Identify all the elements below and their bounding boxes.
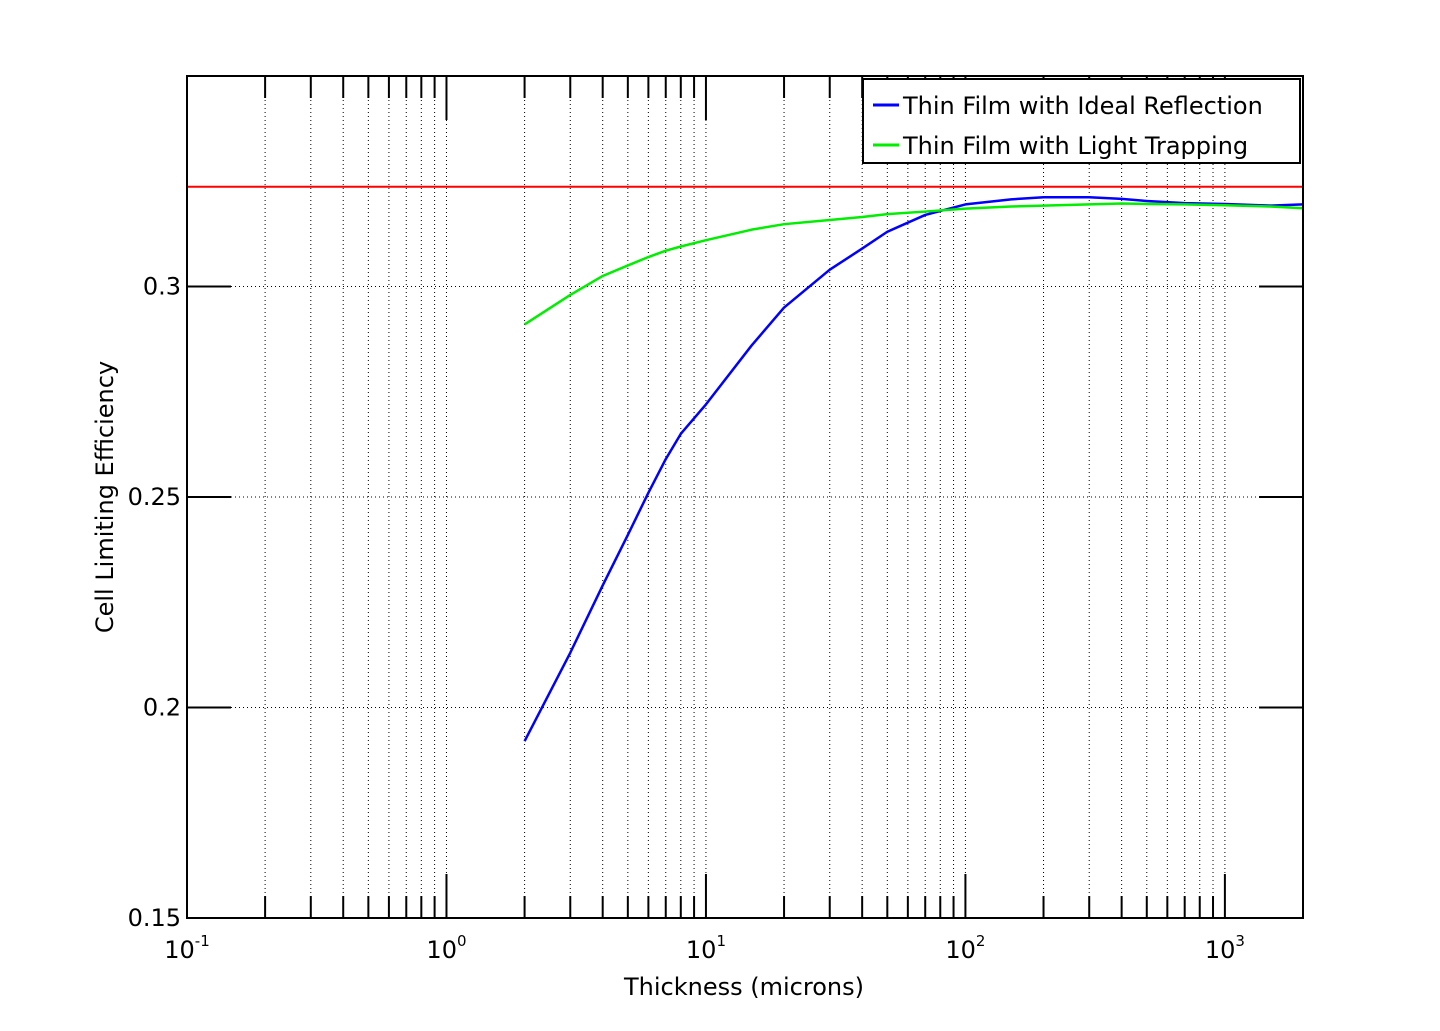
x-tick-label: 100 xyxy=(426,932,466,964)
x-tick-label-base: 10 xyxy=(164,936,195,964)
y-tick-label: 0.3 xyxy=(143,273,181,301)
x-tick-label-base: 10 xyxy=(686,936,717,964)
x-tick-label-exponent: 3 xyxy=(1235,932,1245,950)
x-tick-label-exponent: 0 xyxy=(457,932,467,950)
x-tick-label-exponent: 2 xyxy=(976,932,986,950)
x-tick-label-exponent: 1 xyxy=(716,932,726,950)
x-axis-label: Thickness (microns) xyxy=(623,973,864,1001)
x-tick-label: 101 xyxy=(686,932,726,964)
series-line xyxy=(523,196,1304,742)
y-axis-label: Cell Limiting Efficiency xyxy=(91,361,119,633)
legend: Thin Film with Ideal Reflection Thin Film… xyxy=(862,78,1301,164)
legend-box xyxy=(862,78,1301,164)
x-tick-label-base: 10 xyxy=(426,936,457,964)
x-tick-label-base: 10 xyxy=(945,936,976,964)
x-tick-label-base: 10 xyxy=(1205,936,1236,964)
legend-label: Thin Film with Ideal Reflection xyxy=(902,92,1263,120)
y-tick-label: 0.15 xyxy=(128,904,181,932)
series-line xyxy=(523,202,1304,326)
y-tick-label: 0.2 xyxy=(143,694,181,722)
x-tick-label: 103 xyxy=(1205,932,1245,964)
y-tick-label: 0.25 xyxy=(128,483,181,511)
x-tick-label: 102 xyxy=(945,932,985,964)
legend-label: Thin Film with Light Trapping xyxy=(902,132,1248,160)
grid xyxy=(187,76,1303,918)
plot-data xyxy=(187,185,1304,742)
x-tick-label: 10-1 xyxy=(164,932,210,964)
x-tick-label-exponent: -1 xyxy=(195,932,210,950)
